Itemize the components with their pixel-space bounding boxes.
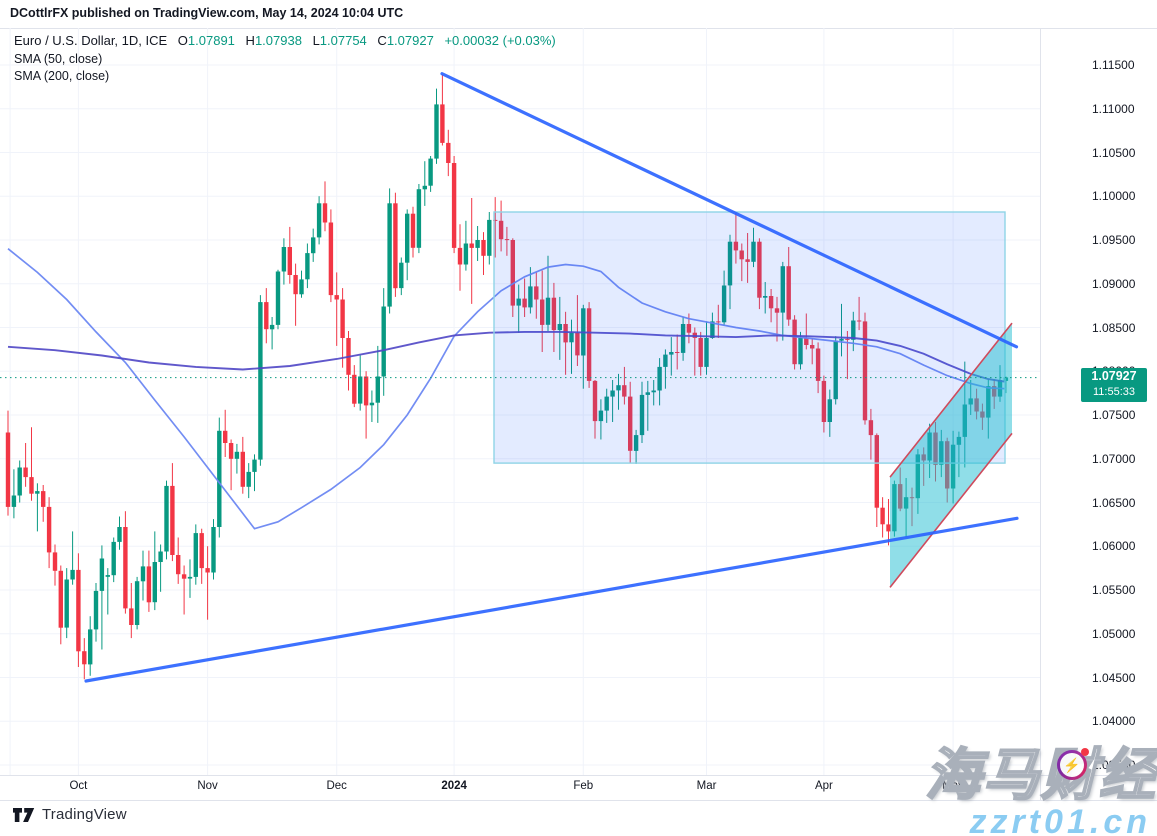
price-tick-label: 1.10500	[1092, 145, 1136, 160]
price-tick-label: 1.06000	[1092, 539, 1136, 554]
price-axis-separator	[1040, 28, 1041, 800]
change-value: +0.00032 (+0.03%)	[444, 33, 556, 48]
tradingview-attribution[interactable]: TradingView	[13, 806, 127, 823]
price-tick-label: 1.03500	[1092, 758, 1136, 772]
time-tick-label: Oct	[69, 780, 88, 792]
last-price-badge: 1.07927 11:55:33	[1081, 367, 1147, 402]
price-tick-label: 1.04500	[1092, 670, 1136, 685]
ascending-trendline[interactable]	[84, 516, 1019, 683]
price-tick-label: 1.09000	[1092, 276, 1136, 291]
close-value: 1.07927	[386, 33, 434, 48]
price-tick-label: 1.04000	[1092, 714, 1136, 729]
open-value: 1.07891	[187, 33, 235, 48]
price-tick-label: 1.11000	[1092, 101, 1135, 116]
channel-upper-line[interactable]	[889, 322, 1013, 478]
tradingview-logo-icon	[13, 807, 35, 822]
low-value: 1.07754	[319, 33, 367, 48]
price-axis[interactable]: 1.11500 1.11000 1.10500 1.10000 1.09500 1.090…	[1041, 28, 1157, 800]
last-price-value: 1.07927	[1091, 368, 1137, 383]
price-tick-label: 1.09500	[1092, 233, 1136, 247]
time-axis[interactable]: Oct Nov Dec 2024 Feb Mar Apr May	[0, 776, 1040, 800]
chart-top-border	[0, 28, 1157, 29]
legend-symbol-row[interactable]: Euro / U.S. Dollar, 1D, ICE O1.07891 H1.…	[14, 33, 556, 50]
price-tick-label: 1.10000	[1092, 189, 1136, 204]
bar-countdown: 11:55:33	[1092, 385, 1135, 398]
price-tick-label: 1.05000	[1092, 626, 1136, 641]
sma200-line[interactable]	[7, 330, 1007, 383]
low-label: L	[312, 33, 320, 48]
close-label: C	[377, 33, 387, 48]
time-tick-label: Apr	[814, 780, 833, 792]
price-tick-label: 1.06500	[1092, 495, 1136, 510]
open-label: O	[177, 33, 188, 48]
tradingview-brand-text: TradingView	[42, 806, 127, 823]
time-tick-label: Nov	[197, 780, 218, 792]
time-tick-label: May	[942, 780, 964, 792]
sma50-line[interactable]	[7, 248, 1006, 530]
indicator-sma200-label[interactable]: SMA (200, close)	[14, 69, 110, 83]
price-tick-label: 1.07000	[1092, 451, 1136, 466]
channel-drawing[interactable]	[890, 323, 1012, 588]
time-tick-label: 2024	[441, 780, 467, 792]
time-tick-label: Dec	[326, 780, 347, 792]
chart-bottom-border	[0, 800, 1157, 801]
grid-layer	[0, 28, 1040, 775]
high-label: H	[245, 33, 255, 48]
descending-trendline[interactable]	[440, 72, 1019, 349]
price-tick-label: 1.08500	[1092, 320, 1136, 335]
time-tick-label: Feb	[573, 780, 594, 792]
price-tick-label: 1.07500	[1092, 408, 1136, 422]
price-tick-label: 1.11500	[1092, 58, 1135, 72]
indicator-sma50-label[interactable]: SMA (50, close)	[14, 51, 103, 66]
time-tick-label: Mar	[696, 780, 717, 792]
publish-line: DCottlrFX published on TradingView.com, …	[10, 6, 404, 20]
price-tick-label: 1.05500	[1092, 583, 1136, 597]
symbol-title[interactable]: Euro / U.S. Dollar, 1D, ICE	[14, 33, 168, 48]
chart-legend: Euro / U.S. Dollar, 1D, ICE O1.07891 H1.…	[14, 33, 556, 85]
rectangle-drawing[interactable]	[493, 211, 1006, 464]
time-axis-separator	[0, 775, 1157, 776]
high-value: 1.07938	[254, 33, 302, 48]
channel-lower-line[interactable]	[889, 432, 1013, 588]
